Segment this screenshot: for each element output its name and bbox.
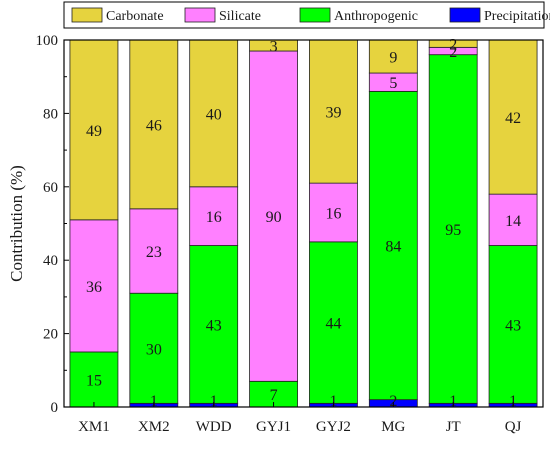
legend-label-precipitation: Precipitation xyxy=(484,9,550,24)
data-label-anthropogenic-xm1: 15 xyxy=(86,372,102,389)
data-label-silicate-jt: 2 xyxy=(449,44,457,61)
data-label-anthropogenic-jt: 95 xyxy=(445,222,461,239)
bar-segment-anthropogenic-mg xyxy=(368,90,418,401)
data-label-carbonate-jt: 2 xyxy=(449,37,457,54)
y-axis-title: Contribution (%) xyxy=(7,165,26,282)
data-label-silicate-gyj1: 90 xyxy=(266,209,282,226)
x-axis: XM1 XM2 WDD GYJ1 GYJ2 MG JT QJ xyxy=(78,402,522,435)
bar-segment-silicate-gyj2 xyxy=(309,182,358,243)
legend-swatch-carbonate xyxy=(71,7,103,23)
x-tick-label: QJ xyxy=(505,419,522,435)
x-tick-label: MG xyxy=(381,419,405,435)
y-tick-label: 20 xyxy=(43,327,58,343)
bars xyxy=(69,39,538,408)
data-label-carbonate-mg: 9 xyxy=(389,50,397,67)
data-label-anthropogenic-wdd: 43 xyxy=(206,317,222,334)
y-tick-label: 40 xyxy=(43,253,58,269)
bar-segment-carbonate-qj xyxy=(488,39,538,195)
data-label-silicate-gyj2: 16 xyxy=(325,205,341,222)
data-label-precipitation-gyj2: 1 xyxy=(329,393,337,410)
bar-segment-carbonate-wdd xyxy=(189,39,239,188)
data-label-anthropogenic-xm2: 30 xyxy=(146,341,162,358)
data-label-precipitation-wdd: 1 xyxy=(210,393,218,410)
legend-swatch-anthropogenic xyxy=(299,7,331,23)
data-label-anthropogenic-qj: 43 xyxy=(505,317,521,334)
legend: Carbonate Silicate Anthropogenic Precipitat… xyxy=(63,1,550,29)
x-tick-label: JT xyxy=(446,419,461,435)
data-label-anthropogenic-gyj2: 44 xyxy=(325,316,341,333)
data-label-anthropogenic-gyj1: 7 xyxy=(270,387,278,404)
bar-segment-carbonate-xm1 xyxy=(69,39,119,221)
data-label-precipitation-mg: 2 xyxy=(389,393,397,410)
data-label-precipitation-qj: 1 xyxy=(509,393,517,410)
data-label-silicate-qj: 14 xyxy=(505,213,521,230)
data-labels: 15 36 49 1 30 23 46 1 43 16 40 7 90 3 1 44 16 39 2 84 5 9 1 95 2… xyxy=(86,37,521,410)
data-label-precipitation-jt: 1 xyxy=(449,393,457,410)
data-label-precipitation-xm2: 1 xyxy=(150,393,158,410)
legend-label-silicate: Silicate xyxy=(219,9,261,24)
y-axis: 0 20 40 60 80 100 xyxy=(36,33,69,416)
x-tick-label: XM1 xyxy=(78,419,110,435)
data-label-carbonate-gyj1: 3 xyxy=(270,39,278,56)
y-tick-label: 80 xyxy=(43,106,58,122)
bar-segment-silicate-wdd xyxy=(189,186,239,246)
data-label-carbonate-xm1: 49 xyxy=(86,123,102,140)
legend-label-anthropogenic: Anthropogenic xyxy=(334,9,418,24)
bar-segment-anthropogenic-gyj2 xyxy=(309,241,358,404)
x-tick-label: XM2 xyxy=(138,419,170,435)
data-label-silicate-xm2: 23 xyxy=(146,244,162,261)
bar-segment-anthropogenic-jt xyxy=(428,54,478,404)
bar-segment-silicate-qj xyxy=(488,193,538,246)
legend-label-carbonate: Carbonate xyxy=(106,9,164,24)
bar-segment-carbonate-mg xyxy=(368,39,418,74)
x-tick-label: WDD xyxy=(196,419,232,435)
data-label-carbonate-xm2: 46 xyxy=(146,117,162,134)
bar-segment-silicate-gyj1 xyxy=(249,50,298,382)
bar-segment-silicate-xm2 xyxy=(129,208,179,294)
data-label-silicate-mg: 5 xyxy=(389,75,397,92)
legend-swatch-precipitation xyxy=(449,7,481,23)
data-label-carbonate-gyj2: 39 xyxy=(325,105,341,122)
y-tick-label: 100 xyxy=(36,33,59,49)
x-tick-label: GYJ2 xyxy=(316,419,351,435)
data-label-silicate-wdd: 16 xyxy=(206,209,222,226)
y-tick-label: 60 xyxy=(43,180,58,196)
bar-segment-anthropogenic-qj xyxy=(488,245,538,404)
bar-segment-carbonate-xm2 xyxy=(129,39,179,210)
bar-segment-anthropogenic-xm1 xyxy=(69,351,119,408)
data-label-silicate-xm1: 36 xyxy=(86,279,102,296)
legend-swatch-silicate xyxy=(184,7,216,23)
x-tick-label: GYJ1 xyxy=(256,419,291,435)
data-label-carbonate-wdd: 40 xyxy=(206,106,222,123)
y-tick-label: 0 xyxy=(51,400,59,416)
data-label-anthropogenic-mg: 84 xyxy=(385,239,401,256)
data-label-carbonate-qj: 42 xyxy=(505,110,521,127)
